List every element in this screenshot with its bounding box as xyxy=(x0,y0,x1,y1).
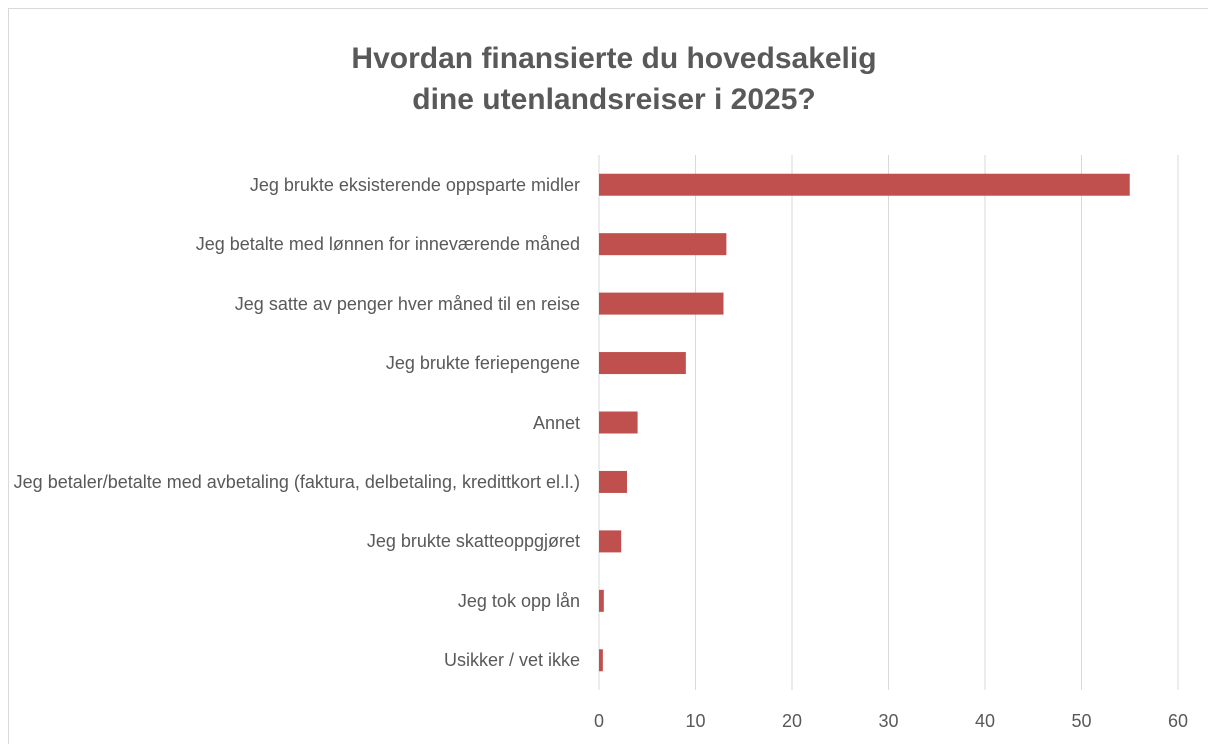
y-tick-label: Jeg satte av penger hver måned til en re… xyxy=(234,293,580,314)
x-tick-label: 30 xyxy=(878,711,898,731)
y-tick-label: Jeg brukte eksisterende oppsparte midler xyxy=(249,174,580,195)
y-tick-label: Jeg betaler/betalte med avbetaling (fakt… xyxy=(13,471,580,492)
x-tick-label: 60 xyxy=(1168,711,1188,731)
x-tick-label: 10 xyxy=(685,711,705,731)
chart-border xyxy=(8,8,1208,744)
bar xyxy=(599,411,638,434)
y-tick-label: Usikker / vet ikke xyxy=(443,650,580,671)
y-tick-label-box: Usikker / vet ikke xyxy=(443,650,580,671)
y-tick-label-box: Jeg brukte skatteoppgjøret xyxy=(366,531,580,552)
bar xyxy=(599,352,686,375)
bar xyxy=(599,292,724,315)
chart-title: Hvordan finansierte du hovedsakelig xyxy=(351,42,876,75)
y-tick-label: Jeg brukte feriepengene xyxy=(385,353,580,374)
y-tick-label: Annet xyxy=(532,412,580,433)
x-tick-label: 40 xyxy=(975,711,995,731)
y-tick-label-box: Jeg betalte med lønnen for inneværende m… xyxy=(195,234,580,255)
x-tick-label: 50 xyxy=(1071,711,1091,731)
bar xyxy=(599,589,604,612)
x-tick-label: 20 xyxy=(782,711,802,731)
y-tick-label: Jeg brukte skatteoppgjøret xyxy=(366,531,580,552)
bar xyxy=(599,530,622,553)
y-tick-label-box: Annet xyxy=(532,412,580,433)
y-tick-label: Jeg tok opp lån xyxy=(457,590,580,611)
y-tick-label-box: Jeg satte av penger hver måned til en re… xyxy=(234,293,580,314)
y-tick-label: Jeg betalte med lønnen for inneværende m… xyxy=(195,234,580,255)
y-tick-label-box: Jeg tok opp lån xyxy=(457,590,580,611)
bar xyxy=(599,173,1130,196)
y-tick-label-box: Jeg betaler/betalte med avbetaling (fakt… xyxy=(13,471,580,492)
y-tick-label-box: Jeg brukte feriepengene xyxy=(385,353,580,374)
x-tick-label: 0 xyxy=(594,711,604,731)
bar xyxy=(599,649,603,672)
y-tick-label-box: Jeg brukte eksisterende oppsparte midler xyxy=(249,174,580,195)
bar xyxy=(599,470,627,493)
bar xyxy=(599,233,727,256)
chart-title: dine utenlandsreiser i 2025? xyxy=(412,83,816,116)
